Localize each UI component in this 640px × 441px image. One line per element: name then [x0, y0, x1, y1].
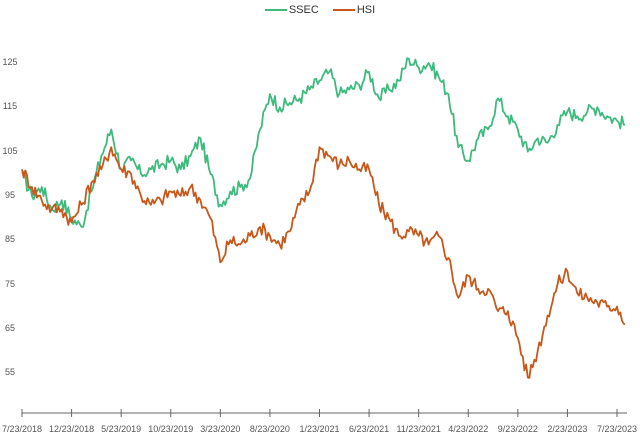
x-tick-label: 12/23/2018 — [49, 424, 95, 434]
x-tick-label: 7/23/2023 — [596, 424, 638, 434]
y-tick-label: 85 — [4, 234, 15, 245]
y-tick-label: 105 — [2, 145, 18, 156]
y-tick-label: 75 — [4, 278, 15, 289]
x-tick-label: 3/23/2020 — [200, 424, 241, 434]
x-axis-tickmarks — [21, 409, 618, 417]
y-tick-label: 55 — [4, 367, 15, 378]
y-tick-label: 115 — [2, 101, 18, 112]
legend-item-ssec[interactable]: SSEC — [264, 4, 319, 16]
legend-item-hsi[interactable]: HSI — [332, 4, 376, 16]
x-tick-label: 10/23/2019 — [148, 424, 194, 434]
series-line-hsi — [21, 146, 626, 379]
x-tick-label: 7/23/2018 — [1, 424, 43, 434]
x-tick-label: 6/23/2021 — [349, 424, 390, 434]
y-tick-label: 65 — [4, 322, 15, 333]
y-tick-label: 125 — [2, 57, 18, 67]
x-tick-label: 8/23/2020 — [249, 424, 290, 434]
series-line-ssec — [21, 57, 626, 228]
x-tick-label: 4/23/2022 — [448, 424, 489, 434]
x-tick-label: 1/23/2021 — [299, 424, 340, 434]
legend-label-hsi: HSI — [356, 4, 376, 16]
y-tick-label: 95 — [4, 189, 15, 200]
x-tick-label: 2/23/2023 — [547, 424, 588, 434]
legend-label-ssec: SSEC — [288, 4, 319, 16]
legend-swatch-hsi — [332, 9, 355, 11]
x-tick-label: 9/23/2022 — [497, 424, 538, 434]
legend-swatch-ssec — [264, 9, 287, 11]
x-tick-label: 11/23/2021 — [396, 424, 441, 434]
x-tick-label: 5/23/2019 — [101, 424, 142, 434]
legend: SSEC HSI — [0, 4, 640, 16]
